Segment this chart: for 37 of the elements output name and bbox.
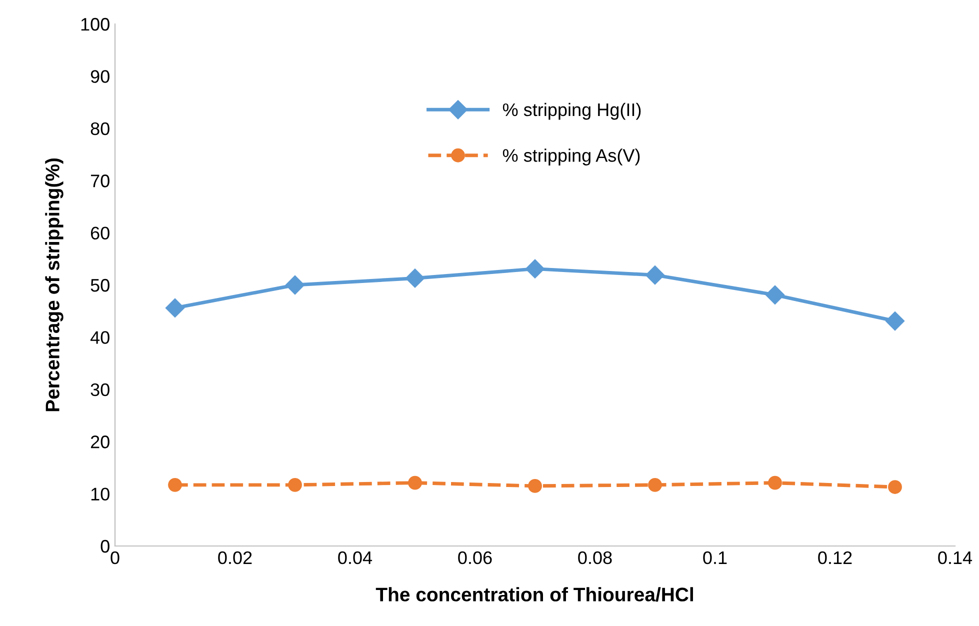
y-tick-label: 80	[90, 122, 110, 136]
y-tick-label: 10	[91, 488, 110, 501]
point	[528, 479, 542, 493]
point	[765, 285, 785, 304]
y-tick-label: 40	[90, 331, 110, 344]
x-tick-label: 0.08	[578, 551, 612, 564]
point	[168, 478, 182, 492]
x-tick-label: 0.04	[338, 551, 372, 564]
y-tick-label: 20	[90, 436, 110, 448]
point	[645, 266, 665, 285]
y-tick-label: 70	[90, 174, 110, 188]
legend-label: % stripping As(V)	[502, 148, 640, 166]
x-tick-label: 0.12	[818, 551, 852, 564]
y-tick-label: 100	[81, 18, 110, 31]
x-tick-label: 0.1	[703, 551, 727, 564]
point	[885, 311, 905, 331]
point	[165, 298, 185, 318]
point	[285, 275, 305, 295]
point	[525, 259, 545, 278]
x-tick-label: 0.14	[938, 551, 972, 564]
x-tick-label: 0.06	[458, 551, 492, 564]
x-axis-title: The concentration of Thiourea/HCl	[376, 587, 693, 602]
legend-label: % stripping Hg(II)	[502, 102, 641, 120]
x-tick-label: 0	[110, 551, 120, 564]
y-tick-label: 30	[90, 383, 110, 396]
point	[888, 480, 902, 494]
y-tick-label: 50	[90, 278, 110, 292]
point	[288, 478, 302, 492]
point	[768, 476, 782, 490]
y-tick-label: 60	[90, 226, 110, 240]
point	[405, 268, 425, 288]
y-axis-title: Percentrage of stripping(%)	[45, 158, 64, 412]
x-tick-label: 0.02	[218, 551, 252, 564]
y-tick-label: 90	[90, 70, 110, 83]
point	[648, 478, 662, 492]
point	[408, 476, 422, 490]
y-tick-label: 0	[100, 540, 110, 553]
